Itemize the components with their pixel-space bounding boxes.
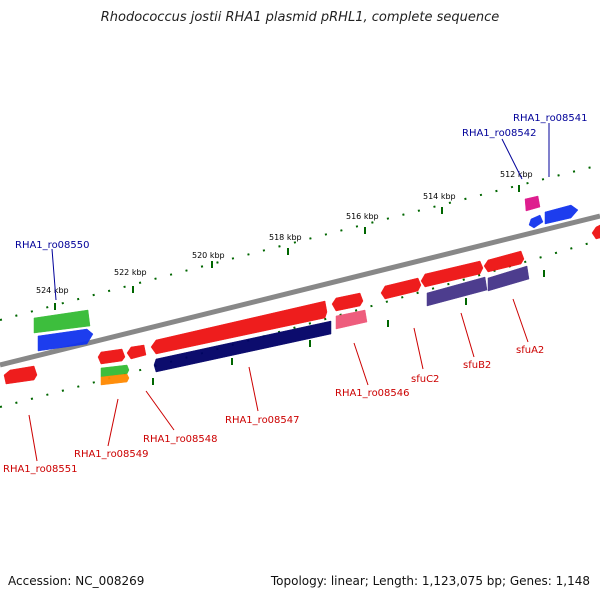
leader-line — [107, 398, 119, 447]
gene-label-ro08542[interactable]: RHA1_ro08542 — [462, 128, 537, 139]
gene-label-sfub2[interactable]: sfuB2 — [463, 360, 491, 371]
gene-block-sfuc2[interactable] — [380, 277, 422, 300]
gene-block-sfub2[interactable] — [420, 260, 484, 288]
topology-summary: Topology: linear; Length: 1,123,075 bp; … — [270, 574, 590, 588]
scale-label: 514 kbp — [423, 192, 456, 201]
label-leader-lines — [28, 123, 550, 462]
leader-line — [413, 327, 424, 370]
gene-block-ro08551[interactable] — [3, 365, 38, 385]
gene-label-ro08548[interactable]: RHA1_ro08548 — [143, 434, 218, 445]
scale-label: 518 kbp — [269, 233, 302, 242]
gene-block-ro08542[interactable] — [524, 195, 541, 212]
gene-label-sfua2[interactable]: sfuA2 — [516, 345, 544, 356]
gene-block-ro08550-blue[interactable] — [37, 328, 94, 352]
leader-line — [501, 138, 523, 180]
gene-block-ro08547-navy[interactable] — [153, 320, 332, 373]
leader-line — [353, 342, 369, 386]
leader-line — [248, 366, 259, 412]
scale-label: 516 kbp — [346, 212, 379, 221]
gene-block-edge-right[interactable] — [591, 224, 600, 240]
gene-features — [3, 195, 600, 386]
gene-block-ro08547-red[interactable] — [150, 300, 328, 355]
gene-block-ro08546-red[interactable] — [331, 292, 364, 312]
gene-label-ro08549[interactable]: RHA1_ro08549 — [74, 449, 149, 460]
gene-block-sfua2-slate[interactable] — [487, 265, 530, 292]
gene-block-ro08549-red[interactable] — [97, 348, 126, 365]
gene-block-ro08541[interactable] — [544, 204, 579, 225]
outer-scale-track — [0, 164, 600, 321]
gene-label-ro08546[interactable]: RHA1_ro08546 — [335, 388, 410, 399]
gene-block-ro08542-blue[interactable] — [528, 214, 544, 229]
gene-label-ro08551[interactable]: RHA1_ro08551 — [3, 464, 78, 475]
leader-line — [28, 414, 38, 462]
leader-line — [460, 312, 475, 358]
gene-label-ro08541[interactable]: RHA1_ro08541 — [513, 113, 588, 124]
gene-block-sfua2[interactable] — [483, 250, 525, 273]
accession-text: Accession: NC_008269 — [8, 574, 145, 588]
gene-block-ro08546-pink[interactable] — [335, 309, 368, 330]
leader-line — [145, 390, 175, 431]
scale-label: 522 kbp — [114, 268, 147, 277]
inner-scale-track — [0, 239, 600, 408]
map-title: Rhodococcus jostii RHA1 plasmid pRHL1, c… — [100, 10, 500, 25]
gene-block-ro08549-green[interactable] — [100, 364, 130, 378]
gene-label-ro08550[interactable]: RHA1_ro08550 — [15, 240, 90, 251]
gene-block-ro08548[interactable] — [126, 344, 147, 360]
leader-line — [51, 248, 57, 301]
gene-block-ro08549-orange[interactable] — [100, 373, 130, 386]
scale-label: 520 kbp — [192, 251, 225, 260]
scale-label: 512 kbp — [500, 170, 533, 179]
scale-label: 524 kbp — [36, 286, 69, 295]
gene-label-sfuc2[interactable]: sfuC2 — [411, 374, 439, 385]
plasmid-backbone — [0, 213, 600, 368]
gene-block-sfub2-slate[interactable] — [426, 276, 488, 307]
gene-block-ro08550-green[interactable] — [33, 309, 91, 334]
major-ticks — [54, 185, 545, 385]
leader-line — [512, 298, 529, 343]
gene-label-ro08547[interactable]: RHA1_ro08547 — [225, 415, 300, 426]
